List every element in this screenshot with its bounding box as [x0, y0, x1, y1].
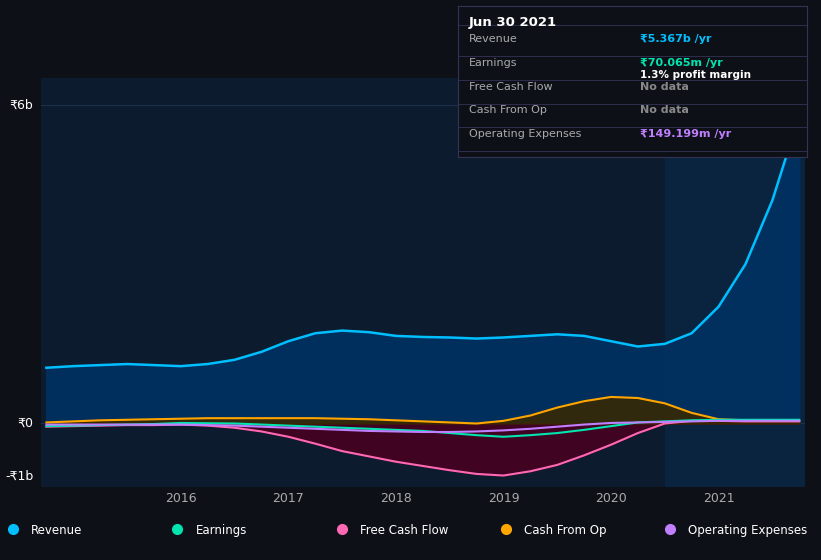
Text: Earnings: Earnings: [195, 524, 247, 538]
Text: Cash From Op: Cash From Op: [469, 105, 547, 115]
Text: No data: No data: [640, 105, 689, 115]
Text: No data: No data: [640, 82, 689, 91]
Text: Revenue: Revenue: [469, 34, 517, 44]
Text: Earnings: Earnings: [469, 58, 517, 68]
Text: Operating Expenses: Operating Expenses: [469, 129, 581, 139]
Text: Jun 30 2021: Jun 30 2021: [469, 16, 557, 29]
Text: ₹5.367b /yr: ₹5.367b /yr: [640, 34, 711, 44]
Text: Operating Expenses: Operating Expenses: [688, 524, 807, 538]
Text: ₹70.065m /yr: ₹70.065m /yr: [640, 58, 722, 68]
Text: Revenue: Revenue: [31, 524, 83, 538]
Text: 1.3% profit margin: 1.3% profit margin: [640, 69, 750, 80]
Bar: [665, 78, 805, 487]
Text: -₹1b: -₹1b: [5, 470, 34, 483]
Text: Cash From Op: Cash From Op: [524, 524, 606, 538]
Text: Free Cash Flow: Free Cash Flow: [360, 524, 448, 538]
Text: ₹149.199m /yr: ₹149.199m /yr: [640, 129, 731, 139]
Text: ₹0: ₹0: [17, 417, 34, 430]
Text: Free Cash Flow: Free Cash Flow: [469, 82, 553, 91]
Text: ₹6b: ₹6b: [10, 99, 34, 111]
